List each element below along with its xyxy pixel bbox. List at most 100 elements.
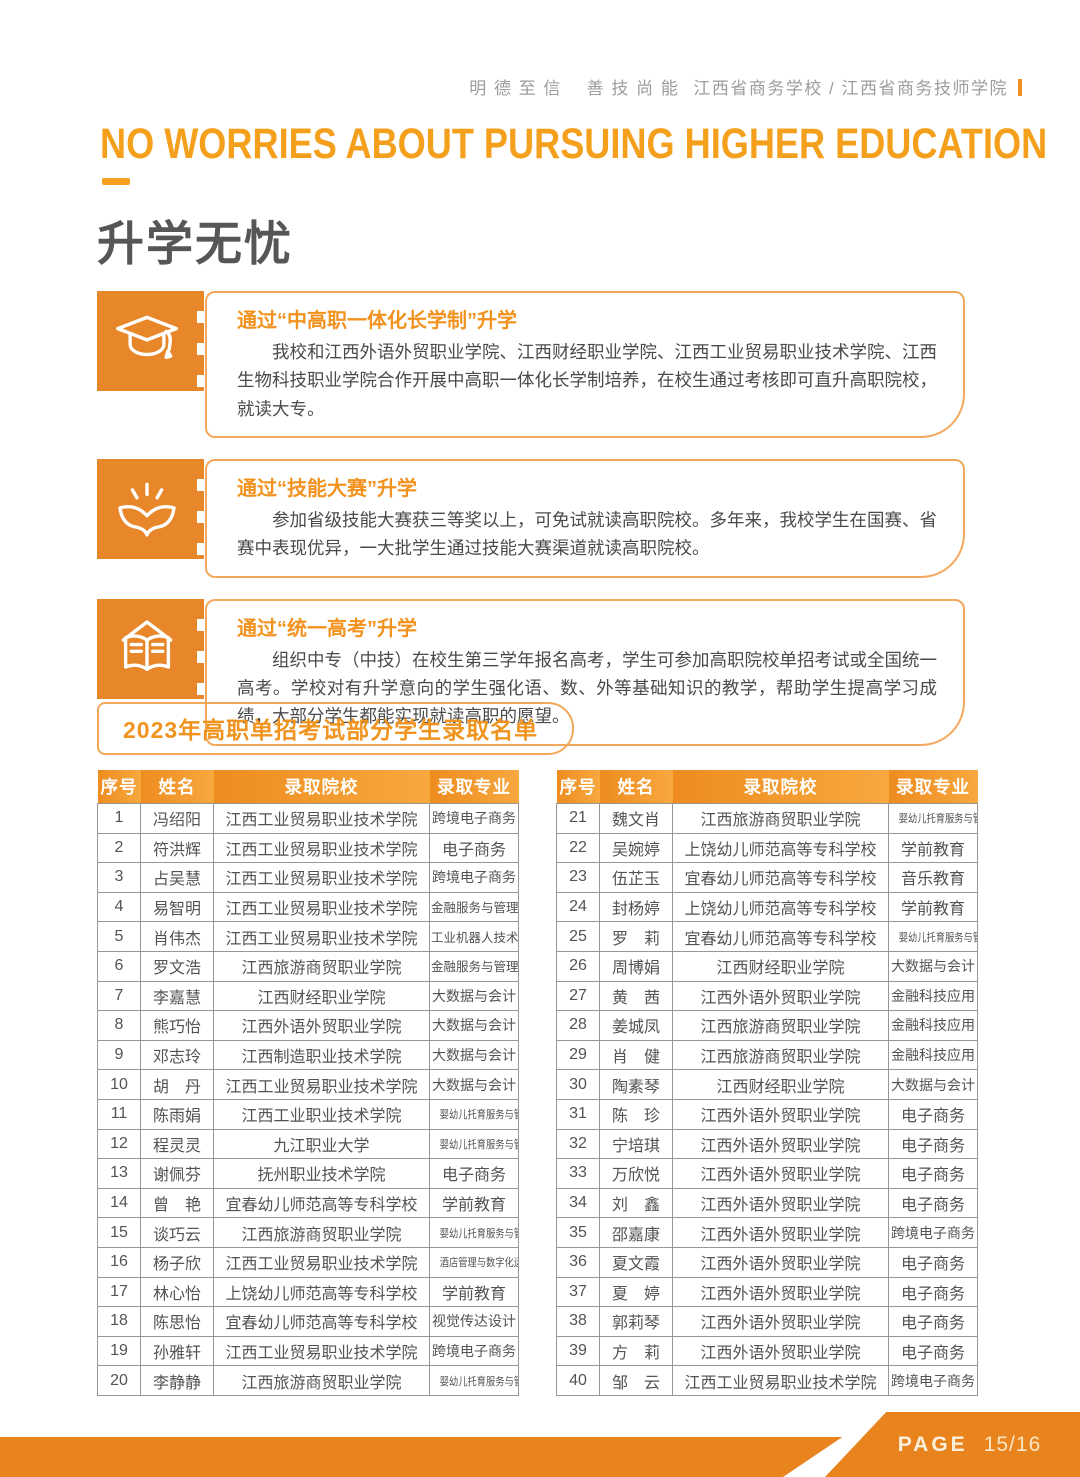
cell-school: 江西旅游商贸职业学院 — [213, 950, 430, 982]
cell-number: 19 — [97, 1335, 141, 1367]
cell-text: 方 莉 — [611, 1344, 660, 1362]
cell-number: 15 — [97, 1217, 141, 1248]
cell-name: 杨子欣 — [140, 1246, 214, 1278]
cell-text: 江西外语外贸职业学院 — [700, 1197, 861, 1215]
cell-text: 电子商务 — [441, 841, 506, 859]
cell-number: 40 — [556, 1365, 600, 1396]
page-header: 明 德 至 信 善 技 尚 能江西省商务学校 / 江西省商务技师学院 — [469, 74, 1022, 99]
cell-major: 学前教育 — [429, 1187, 519, 1219]
cell-school: 江西外语外贸职业学院 — [672, 1246, 889, 1278]
table-row: 11 陈雨娟 江西工业职业技术学院 婴幼儿托育服务与管理 — [97, 1098, 519, 1130]
cell-text: 婴幼儿托育服务与管理 — [439, 1227, 518, 1240]
cell-text: 江西制造职业技术学院 — [241, 1049, 402, 1067]
cell-school: 江西旅游商贸职业学院 — [672, 803, 889, 834]
table-row: 24 封杨婷 上饶幼儿师范高等专科学校 学前教育 — [556, 891, 978, 923]
cell-text: 抚州职业技术学院 — [257, 1167, 386, 1185]
cell-name: 肖 健 — [599, 1039, 673, 1071]
cell-text: 金融服务与管理 — [431, 901, 519, 916]
cell-text: 电子商务 — [441, 1167, 506, 1185]
cell-text: 冯绍阳 — [152, 812, 201, 830]
info-box-title: 通过“统一高考”升学 — [237, 617, 417, 640]
table-row: 38 郭莉琴 江西外语外贸职业学院 电子商务 — [556, 1306, 978, 1337]
table-row: 36 夏文霞 江西外语外贸职业学院 电子商务 — [556, 1246, 978, 1278]
cell-major: 婴幼儿托育服务与管理 — [888, 921, 978, 952]
cell-text: 婴幼儿托育服务与管理 — [439, 1109, 518, 1122]
cell-text: 郭莉琴 — [611, 1315, 660, 1333]
cell-number: 31 — [556, 1098, 600, 1130]
cell-text: 江西旅游商贸职业学院 — [241, 1226, 402, 1244]
cell-name: 程灵灵 — [140, 1128, 214, 1160]
cell-text: 上饶幼儿师范高等专科学校 — [684, 901, 877, 919]
cell-name: 易智明 — [140, 891, 214, 923]
cell-school: 江西外语外贸职业学院 — [672, 1187, 889, 1219]
cell-text: 20 — [110, 1371, 128, 1389]
cell-text: 陈 珍 — [611, 1108, 660, 1126]
cell-text: 谈巧云 — [152, 1226, 201, 1244]
cell-text: 23 — [569, 868, 587, 886]
cell-text: 江西财经职业学院 — [257, 989, 386, 1007]
cell-name: 刘 鑫 — [599, 1187, 673, 1219]
cell-school: 宜春幼儿师范高等专科学校 — [672, 921, 889, 952]
cell-text: 工业机器人技术 — [431, 930, 519, 945]
cell-text: 陈思怡 — [152, 1315, 201, 1333]
table-row: 3 占吴慧 江西工业贸易职业技术学院 跨境电子商务 — [97, 862, 519, 893]
cell-name: 林心怡 — [140, 1276, 214, 1308]
cell-text: 8 — [114, 1016, 124, 1034]
table-header-row: 序号 姓名 录取院校 录取专业 — [97, 770, 519, 804]
cell-text: 江西旅游商贸职业学院 — [700, 1049, 861, 1067]
cell-text: 大数据与会计 — [891, 958, 975, 975]
cell-name: 肖伟杰 — [140, 921, 214, 952]
cell-text: 李静静 — [152, 1374, 201, 1392]
cell-school: 江西工业贸易职业技术学院 — [213, 1335, 430, 1367]
cell-text: 刘 鑫 — [611, 1197, 660, 1215]
cell-text: 27 — [569, 986, 587, 1004]
cell-major: 电子商务 — [429, 832, 519, 864]
cell-text: 33 — [569, 1164, 587, 1182]
table-row: 19 孙雅轩 江西工业贸易职业技术学院 跨境电子商务 — [97, 1335, 519, 1367]
cell-text: 程灵灵 — [152, 1137, 201, 1155]
cell-text: 婴幼儿托育服务与管理 — [439, 1138, 518, 1151]
cell-text: 江西工业贸易职业技术学院 — [225, 1256, 418, 1274]
cell-text: 江西工业贸易职业技术学院 — [684, 1374, 877, 1392]
cell-text: 占吴慧 — [152, 871, 201, 889]
cell-school: 江西工业贸易职业技术学院 — [213, 862, 430, 893]
info-box-title: 通过“技能大赛”升学 — [237, 478, 417, 501]
table-row: 39 方 莉 江西外语外贸职业学院 电子商务 — [556, 1335, 978, 1367]
cell-text: 杨子欣 — [152, 1256, 201, 1274]
cell-number: 26 — [556, 950, 600, 982]
cell-text: 上饶幼儿师范高等专科学校 — [684, 841, 877, 859]
cell-text: 江西工业贸易职业技术学院 — [225, 901, 418, 919]
cell-school: 江西旅游商贸职业学院 — [213, 1365, 430, 1396]
cell-school: 上饶幼儿师范高等专科学校 — [672, 832, 889, 864]
footer-page-label: PAGE — [897, 1432, 968, 1456]
info-card: 通过“统一高考”升学 组织中专（中技）在校生第三学年报名高考，学生可参加高职院校… — [205, 598, 965, 746]
cell-text: 电子商务 — [900, 1197, 965, 1215]
cell-school: 江西工业职业技术学院 — [213, 1098, 430, 1130]
table-row: 20 李静静 江西旅游商贸职业学院 婴幼儿托育服务与管理 — [97, 1365, 519, 1396]
cell-name: 占吴慧 — [140, 862, 214, 893]
cell-number: 28 — [556, 1010, 600, 1041]
cell-text: 18 — [110, 1312, 128, 1330]
cell-name: 罗 莉 — [599, 921, 673, 952]
cell-major: 大数据与会计 — [888, 950, 978, 982]
cell-text: 谢佩芬 — [152, 1167, 201, 1185]
table-row: 1 冯绍阳 江西工业贸易职业技术学院 跨境电子商务 — [97, 803, 519, 834]
cell-text: 大数据与会计 — [432, 1047, 516, 1064]
info-box-body: 我校和江西外语外贸职业学院、江西财经职业学院、江西工业贸易职业技术学院、江西生物… — [237, 342, 937, 419]
footer-page-number: 15/16 — [983, 1432, 1042, 1456]
cell-number: 6 — [97, 950, 141, 982]
cell-school: 江西工业贸易职业技术学院 — [672, 1365, 889, 1396]
cell-major: 电子商务 — [888, 1276, 978, 1308]
cell-number: 21 — [556, 803, 600, 834]
cell-text: 江西工业贸易职业技术学院 — [225, 1078, 418, 1096]
cell-school: 江西外语外贸职业学院 — [672, 1158, 889, 1189]
table-row: 32 宁培琪 江西外语外贸职业学院 电子商务 — [556, 1128, 978, 1160]
cell-text: 1 — [114, 809, 124, 827]
cell-name: 万欣悦 — [599, 1158, 673, 1189]
cell-school: 上饶幼儿师范高等专科学校 — [213, 1276, 430, 1308]
cell-major: 电子商务 — [888, 1187, 978, 1219]
cell-number: 20 — [97, 1365, 141, 1396]
cell-number: 4 — [97, 891, 141, 923]
cell-text: 江西旅游商贸职业学院 — [700, 1019, 861, 1037]
